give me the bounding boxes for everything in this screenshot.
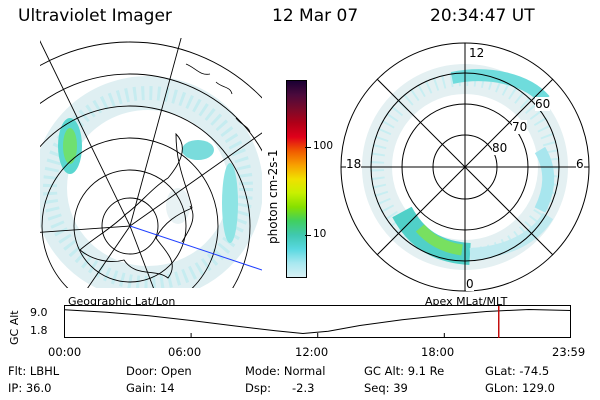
info-dsp-label: Dsp:: [245, 381, 272, 395]
timeline-xtick-1800: 18:00: [421, 345, 455, 359]
altitude-curve: [64, 308, 571, 335]
timeline-right-label: Apex MLat/MLT: [425, 295, 508, 308]
timeline-xtick-1200: 12:00: [295, 345, 329, 359]
geographic-aurora-image[interactable]: [40, 38, 262, 288]
colorbar-label-100: 100: [313, 140, 334, 152]
info-door: Door: Open: [126, 364, 192, 378]
sun-direction-line: [129, 225, 262, 271]
mlt-label-6: 6: [576, 157, 584, 171]
mlat-label-80: 80: [492, 141, 508, 155]
timeline-xtick-0000: 00:00: [48, 345, 82, 359]
meridians: [40, 38, 262, 288]
info-gain: Gain: 14: [126, 381, 175, 395]
colorbar: [286, 80, 307, 278]
aurora-oval-geographic: [40, 76, 262, 288]
observation-time: 20:34:47 UT: [430, 6, 535, 26]
timeline-tick-marks: [64, 333, 571, 338]
latitude-circles: [40, 41, 262, 288]
info-gc-altitude: GC Alt: 9.1 Re: [364, 364, 445, 378]
timeline-ytick-low: 1.8: [30, 324, 48, 337]
mlat-label-60: 60: [535, 97, 551, 111]
magnetic-polar-plot[interactable]: [340, 40, 592, 292]
instrument-title: Ultraviolet Imager: [18, 6, 172, 26]
info-filter: Flt: LBHL: [8, 364, 60, 378]
mlt-meridians: [341, 43, 589, 291]
timeline-xtick-0600: 06:00: [168, 345, 202, 359]
colorbar-gradient: [287, 81, 306, 277]
timeline-ytick-high: 9.0: [30, 306, 48, 319]
mlt-label-0: 0: [466, 277, 474, 291]
info-ip: IP: 36.0: [8, 381, 52, 395]
colorbar-tick-100: [305, 147, 311, 148]
mlt-label-12: 12: [469, 46, 485, 60]
info-glon: GLon: 129.0: [485, 381, 555, 395]
timeline-xtick-2359: 23:59: [552, 345, 586, 359]
observation-date: 12 Mar 07: [272, 6, 359, 26]
info-sequence: Seq: 39: [364, 381, 408, 395]
altitude-timeline[interactable]: [64, 305, 572, 339]
info-mode: Mode: Normal: [245, 364, 326, 378]
timeline-left-label: Geographic Lat/Lon: [68, 295, 176, 308]
colorbar-label-10: 10: [313, 228, 327, 240]
mlt-label-18: 18: [346, 157, 362, 171]
info-dsp-value: -2.3: [292, 381, 315, 395]
colorbar-tick-10: [305, 235, 311, 236]
colorbar-units: photon cm-2s-1: [266, 149, 280, 245]
info-glat: GLat: -74.5: [485, 364, 550, 378]
timeline-axis-title: GC Alt: [8, 310, 21, 345]
mlat-label-70: 70: [512, 120, 528, 134]
